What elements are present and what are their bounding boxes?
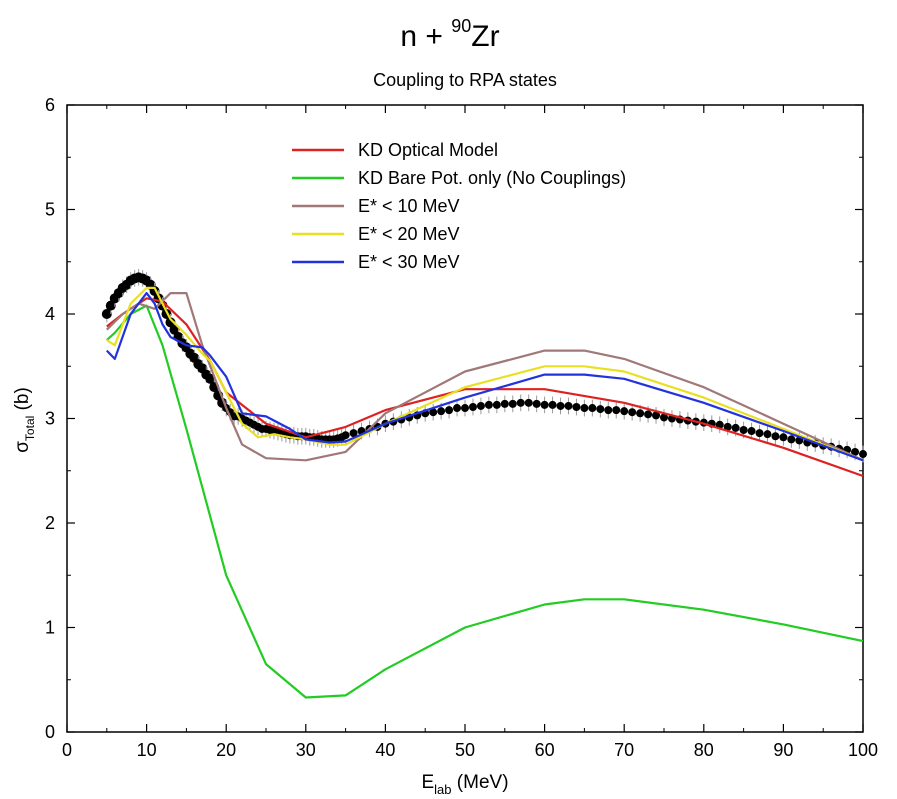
data-point <box>636 409 645 418</box>
y-tick-label: 2 <box>45 513 55 533</box>
experimental-data-layer <box>101 269 867 463</box>
series-line-3 <box>106 286 864 462</box>
data-point <box>516 398 525 407</box>
ylabel-main: σ <box>12 441 33 453</box>
legend-label: KD Optical Model <box>358 140 498 160</box>
series-line-4 <box>106 292 864 462</box>
data-point <box>349 429 358 438</box>
data-point <box>580 404 589 413</box>
data-point <box>731 423 740 432</box>
chart-subtitle: Coupling to RPA states <box>373 70 557 90</box>
xlabel-main: E <box>421 772 434 793</box>
data-point <box>461 404 469 413</box>
data-point <box>540 400 549 409</box>
series-layer <box>106 286 864 699</box>
data-point <box>532 399 541 408</box>
title-tail: Zr <box>471 20 499 53</box>
data-point <box>437 407 446 416</box>
x-tick-label: 30 <box>296 740 316 760</box>
x-tick-label: 100 <box>848 740 878 760</box>
data-point <box>787 435 796 444</box>
data-point <box>763 430 772 439</box>
data-point <box>604 406 613 415</box>
data-point <box>484 400 493 409</box>
data-point <box>755 429 764 438</box>
data-point <box>165 317 176 328</box>
x-axis-label: Elab (MeV) <box>421 772 508 797</box>
x-tick-label: 20 <box>216 740 236 760</box>
data-point <box>596 405 605 414</box>
plot-frame <box>66 104 864 733</box>
data-point <box>612 406 621 415</box>
legend: KD Optical Model KD Bare Pot. only (No Co… <box>292 140 626 272</box>
data-point <box>660 413 668 422</box>
data-point <box>572 403 581 412</box>
y-axis-label: σTotal (b) <box>12 387 37 453</box>
ticks-layer: 0 10 20 30 40 50 60 70 80 90 100 0 1 2 3 4 5 6 <box>45 95 878 760</box>
x-tick-label: 80 <box>694 740 714 760</box>
data-point <box>859 450 867 459</box>
x-tick-label: 0 <box>62 740 72 760</box>
legend-label: KD Bare Pot. only (No Couplings) <box>358 168 626 188</box>
x-tick-label: 10 <box>137 740 157 760</box>
data-point <box>564 401 573 410</box>
data-point <box>644 410 653 419</box>
x-tick-label: 60 <box>535 740 555 760</box>
x-tick-label: 90 <box>773 740 793 760</box>
data-point <box>628 408 637 417</box>
data-point <box>476 401 485 410</box>
data-point <box>747 427 756 436</box>
data-point <box>341 431 350 440</box>
y-tick-label: 4 <box>45 304 55 324</box>
data-point <box>556 401 565 410</box>
title-main: n + <box>400 20 451 53</box>
legend-label: E* < 30 MeV <box>358 252 460 272</box>
y-tick-label: 1 <box>45 618 55 638</box>
ylabel-tail: (b) <box>12 387 33 416</box>
data-point <box>548 400 557 409</box>
y-tick-label: 0 <box>45 722 55 742</box>
chart-title: n + 90Zr <box>400 16 499 53</box>
data-point <box>723 422 732 431</box>
data-point <box>492 400 501 409</box>
y-tick-label: 5 <box>45 200 55 220</box>
ylabel-sub: Total <box>23 416 37 441</box>
data-point <box>500 399 509 408</box>
data-point <box>105 300 116 311</box>
data-point <box>524 398 533 407</box>
x-tick-label: 40 <box>375 740 395 760</box>
series-line-1 <box>106 304 864 699</box>
data-point <box>739 425 748 434</box>
title-superscript: 90 <box>451 16 471 36</box>
data-point <box>771 432 780 441</box>
legend-label: E* < 10 MeV <box>358 196 460 216</box>
x-tick-label: 50 <box>455 740 475 760</box>
data-point <box>429 408 438 417</box>
data-point <box>453 404 462 413</box>
series-line-0 <box>106 297 864 478</box>
data-point <box>101 309 112 319</box>
y-tick-label: 6 <box>45 95 55 115</box>
xlabel-sub: lab <box>434 782 451 797</box>
data-point <box>779 433 788 442</box>
x-tick-label: 70 <box>614 740 634 760</box>
data-point <box>205 373 216 384</box>
data-point <box>652 411 661 420</box>
data-point <box>588 404 597 413</box>
data-point <box>468 403 477 412</box>
legend-label: E* < 20 MeV <box>358 224 460 244</box>
series-line-2 <box>106 292 864 462</box>
data-point <box>508 399 517 408</box>
data-point <box>445 406 454 415</box>
xlabel-tail: (MeV) <box>452 772 509 793</box>
data-point <box>851 447 860 456</box>
data-point <box>620 407 629 416</box>
y-tick-label: 3 <box>45 409 55 429</box>
data-point <box>169 324 180 335</box>
